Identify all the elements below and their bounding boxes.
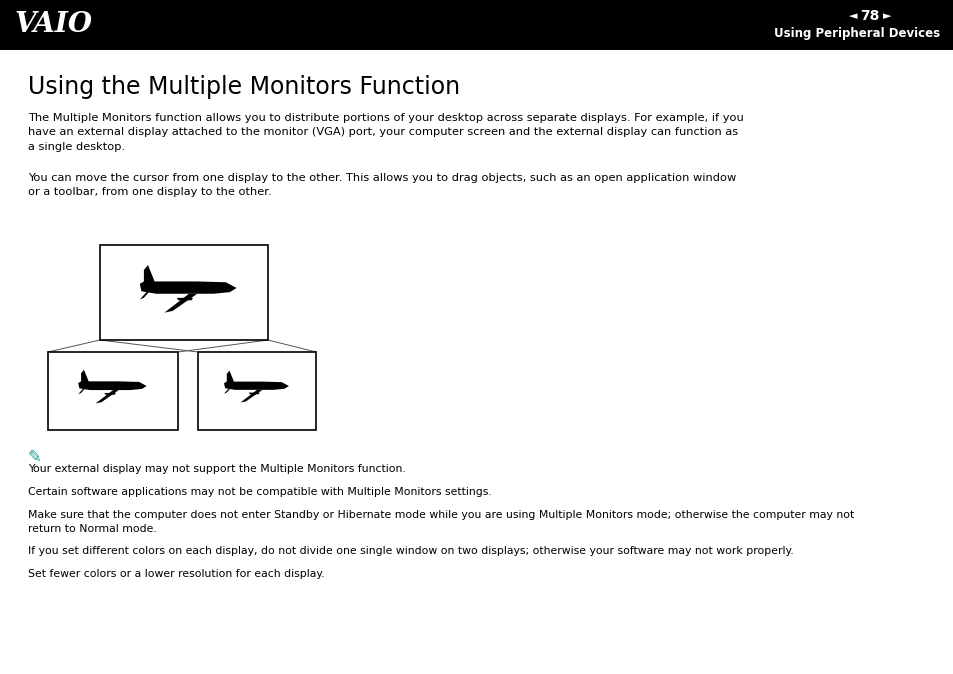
Text: ✎: ✎ xyxy=(28,448,42,466)
Polygon shape xyxy=(140,291,150,299)
Polygon shape xyxy=(240,390,262,402)
Text: Certain software applications may not be compatible with Multiple Monitors setti: Certain software applications may not be… xyxy=(28,487,491,497)
Polygon shape xyxy=(224,388,231,394)
Polygon shape xyxy=(176,298,193,301)
Bar xyxy=(0,0,953,50)
Polygon shape xyxy=(95,390,119,404)
Text: 78: 78 xyxy=(860,9,879,23)
Text: Your external display may not support the Multiple Monitors function.: Your external display may not support th… xyxy=(28,464,405,474)
Polygon shape xyxy=(224,371,289,390)
Bar xyxy=(100,245,268,340)
Bar xyxy=(198,352,315,430)
Text: Make sure that the computer does not enter Standby or Hibernate mode while you a: Make sure that the computer does not ent… xyxy=(28,510,853,534)
Text: If you set different colors on each display, do not divide one single window on : If you set different colors on each disp… xyxy=(28,546,793,556)
Polygon shape xyxy=(164,294,197,313)
Polygon shape xyxy=(78,388,85,394)
Text: ►: ► xyxy=(882,11,890,21)
Text: The Multiple Monitors function allows you to distribute portions of your desktop: The Multiple Monitors function allows yo… xyxy=(28,113,743,152)
Polygon shape xyxy=(78,370,147,390)
Bar xyxy=(48,352,178,430)
Text: VAIO: VAIO xyxy=(15,11,92,38)
Text: Using Peripheral Devices: Using Peripheral Devices xyxy=(773,28,939,40)
Text: Set fewer colors or a lower resolution for each display.: Set fewer colors or a lower resolution f… xyxy=(28,569,324,579)
Text: Using the Multiple Monitors Function: Using the Multiple Monitors Function xyxy=(28,75,459,99)
Polygon shape xyxy=(140,265,236,294)
Polygon shape xyxy=(249,392,259,394)
Polygon shape xyxy=(104,393,115,395)
Text: ◄: ◄ xyxy=(848,11,857,21)
Text: You can move the cursor from one display to the other. This allows you to drag o: You can move the cursor from one display… xyxy=(28,173,736,197)
